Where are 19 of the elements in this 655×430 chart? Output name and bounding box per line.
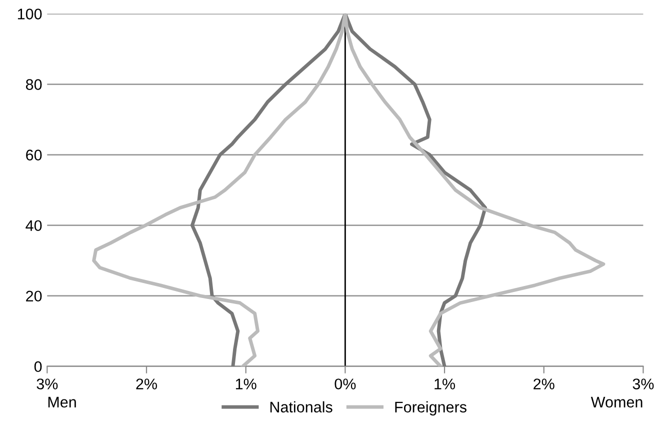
y-tick-label: 0: [34, 361, 42, 372]
y-tick-label: 60: [26, 150, 42, 160]
y-tick-label: 80: [26, 79, 42, 90]
text: Women: [590, 396, 642, 408]
x-tick-label: 2%: [136, 378, 157, 390]
x-tick-label: 2%: [534, 378, 554, 390]
y-tick-label: 100: [18, 8, 42, 20]
y-tick-label: 40: [26, 220, 42, 232]
x-tick-label: 3%: [36, 378, 58, 390]
y-tick-label: 20: [26, 290, 42, 302]
line-series: [190, 14, 487, 366]
text: Men: [48, 396, 76, 408]
x-tick-label: 3%: [632, 378, 654, 390]
legend-label: Nationals: [270, 401, 332, 412]
line-series: [92, 14, 606, 366]
x-tick-label: 1%: [236, 378, 256, 390]
x-tick-label: 1%: [434, 378, 456, 390]
x-tick-label: 0%: [334, 378, 356, 390]
legend-label: Foreigners: [395, 401, 466, 416]
